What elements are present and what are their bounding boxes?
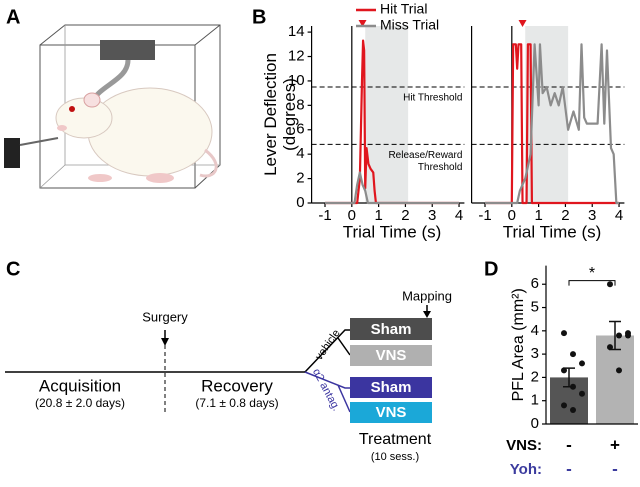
phase-label: Recovery — [201, 376, 273, 395]
trace — [485, 43, 620, 205]
y-tick-label: 4 — [296, 145, 304, 162]
x-tick-label: -1 — [318, 207, 331, 224]
x-tick-label: 0 — [348, 207, 356, 224]
x-tick-label: 3 — [428, 207, 436, 224]
threshold-label: Release/Reward — [388, 150, 462, 161]
response-window — [365, 26, 409, 203]
data-point — [561, 330, 567, 337]
x-tick-label: -1 — [478, 207, 491, 224]
panel-label: D — [484, 258, 498, 280]
x-tick-label: 0 — [508, 207, 516, 224]
x-axis-label: Trial Time (s) — [503, 222, 602, 241]
trace — [325, 39, 460, 205]
y-tick-label: 10 — [288, 72, 305, 89]
data-point — [625, 332, 631, 339]
significance-bracket — [568, 280, 616, 286]
data-point — [561, 402, 567, 409]
group-sign: + — [610, 435, 620, 454]
y-axis-label: (degrees) — [280, 78, 299, 151]
significance-label: * — [589, 265, 595, 282]
y-tick-label: 6 — [296, 121, 304, 138]
group-sign: - — [566, 459, 572, 478]
event-label: Mapping — [402, 288, 452, 303]
data-point — [607, 344, 613, 351]
y-tick-label: 2 — [296, 170, 304, 187]
trace — [485, 43, 620, 205]
y-tick-label: 0 — [296, 194, 304, 211]
data-point — [579, 360, 585, 367]
x-tick-label: 3 — [588, 207, 596, 224]
panel-label: B — [252, 6, 266, 28]
x-axis-label: Trial Time (s) — [343, 222, 442, 241]
timeline-diagram: Acquisition (20.8 ± 2.0 days) Recovery (… — [5, 288, 452, 463]
cue-arrow — [358, 20, 367, 27]
x-tick-label: 2 — [401, 207, 409, 224]
panel-label: C — [6, 258, 20, 280]
x-tick-label: 4 — [615, 207, 623, 224]
y-tick-label: 5 — [531, 298, 539, 315]
phase-detail: (20.8 ± 2.0 days) — [35, 396, 125, 410]
treatment-detail: (10 sess.) — [371, 451, 419, 463]
group-sign: - — [566, 435, 572, 454]
legend-label: Hit Trial — [380, 1, 427, 17]
phase-detail: (7.1 ± 0.8 days) — [195, 396, 278, 410]
y-tick-label: 2 — [531, 368, 539, 385]
data-point — [570, 351, 576, 358]
group-label: Sham — [371, 379, 412, 396]
threshold-label: Threshold — [418, 162, 462, 173]
panel-label: A — [6, 6, 20, 28]
data-point — [607, 281, 613, 288]
x-tick-label: 1 — [374, 207, 382, 224]
x-tick-label: 2 — [561, 207, 569, 224]
data-point — [570, 383, 576, 390]
y-tick-label: 12 — [288, 47, 305, 64]
y-tick-label: 14 — [288, 23, 305, 40]
data-point — [579, 390, 585, 397]
bar — [596, 335, 634, 424]
branch-label: vehicle — [313, 327, 342, 362]
row-label: Yoh: — [510, 461, 542, 478]
y-tick-label: 0 — [531, 415, 539, 432]
row-label: VNS: — [506, 437, 542, 454]
phase-label: Acquisition — [39, 376, 121, 395]
group-label: VNS — [376, 404, 407, 421]
group-label: VNS — [376, 347, 407, 364]
data-point — [616, 367, 622, 374]
data-point — [561, 367, 567, 374]
y-tick-label: 8 — [296, 96, 304, 113]
x-tick-label: 1 — [534, 207, 542, 224]
threshold-label: Hit Threshold — [403, 93, 462, 104]
data-point — [616, 332, 622, 339]
cue-arrow — [518, 20, 527, 27]
treatment-label: Treatment — [359, 431, 432, 448]
x-tick-label: 4 — [455, 207, 463, 224]
group-sign: - — [612, 459, 618, 478]
rat-illustration — [4, 24, 221, 189]
y-axis-label: Lever Deflection — [261, 53, 280, 176]
group-label: Sham — [371, 321, 412, 338]
branch-label: α2 antag. — [310, 367, 342, 413]
y-tick-label: 6 — [531, 275, 539, 292]
y-axis-label: PFL Area (mm²) — [510, 288, 527, 401]
data-point — [570, 407, 576, 414]
y-tick-label: 1 — [531, 392, 539, 409]
trace — [325, 171, 460, 205]
y-tick-label: 3 — [531, 345, 539, 362]
y-tick-label: 4 — [531, 322, 539, 339]
legend-label: Miss Trial — [380, 17, 439, 33]
event-label: Surgery — [142, 309, 188, 324]
